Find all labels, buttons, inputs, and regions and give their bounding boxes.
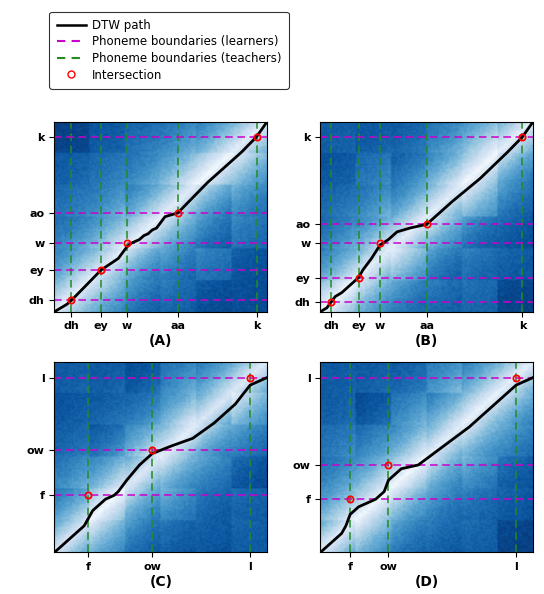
Legend: DTW path, Phoneme boundaries (learners), Phoneme boundaries (teachers), Intersec: DTW path, Phoneme boundaries (learners),… [50, 12, 288, 89]
X-axis label: (A): (A) [149, 334, 172, 348]
X-axis label: (B): (B) [415, 334, 438, 348]
X-axis label: (C): (C) [149, 575, 172, 589]
X-axis label: (D): (D) [415, 575, 439, 589]
